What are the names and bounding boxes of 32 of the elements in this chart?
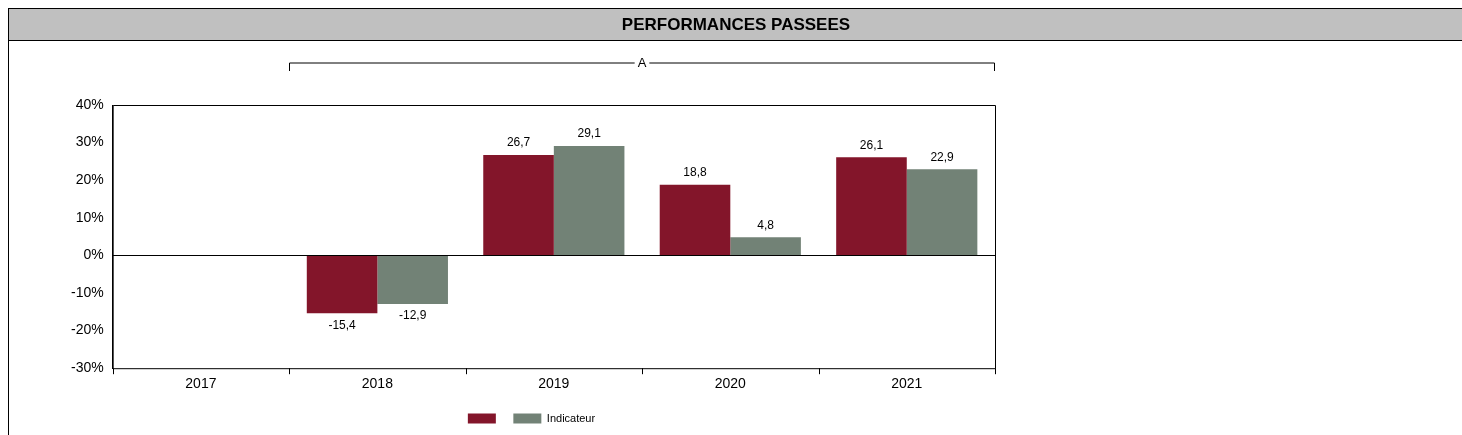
y-tick-label: -20% xyxy=(71,321,104,338)
data-label: 26,7 xyxy=(506,135,531,150)
data-label: 26,1 xyxy=(859,137,884,152)
bar xyxy=(306,255,378,314)
x-tick-label: 2019 xyxy=(538,375,570,392)
legend-label: Indicateur xyxy=(546,411,596,424)
data-label: 29,1 xyxy=(577,126,602,141)
x-tick-label: 2021 xyxy=(891,375,923,392)
text: A xyxy=(637,54,647,70)
data-label: 4,8 xyxy=(757,217,775,232)
bar xyxy=(377,255,448,304)
data-label: 22,9 xyxy=(930,149,955,164)
y-tick-label: 20% xyxy=(75,171,104,188)
x-tick-label: 2018 xyxy=(361,375,394,392)
y-tick-label: -10% xyxy=(71,283,104,300)
bar xyxy=(659,184,731,256)
x-tick-label: 2020 xyxy=(714,375,747,392)
bar xyxy=(730,237,801,256)
y-tick-label: 10% xyxy=(75,208,104,225)
bar xyxy=(906,169,978,256)
data-label: -12,9 xyxy=(398,308,427,323)
y-tick-label: -30% xyxy=(71,359,104,376)
y-tick-label: 0% xyxy=(83,246,104,263)
data-label: -15,4 xyxy=(328,317,357,332)
chart-title: PERFORMANCES PASSEES xyxy=(9,9,1462,41)
bar xyxy=(483,155,554,256)
bar xyxy=(553,145,625,256)
data-label: 18,8 xyxy=(683,165,708,180)
x-tick-label: 2017 xyxy=(185,375,217,392)
y-tick-label: 30% xyxy=(75,133,104,150)
bar xyxy=(836,157,907,256)
y-tick-label: 40% xyxy=(75,95,104,112)
